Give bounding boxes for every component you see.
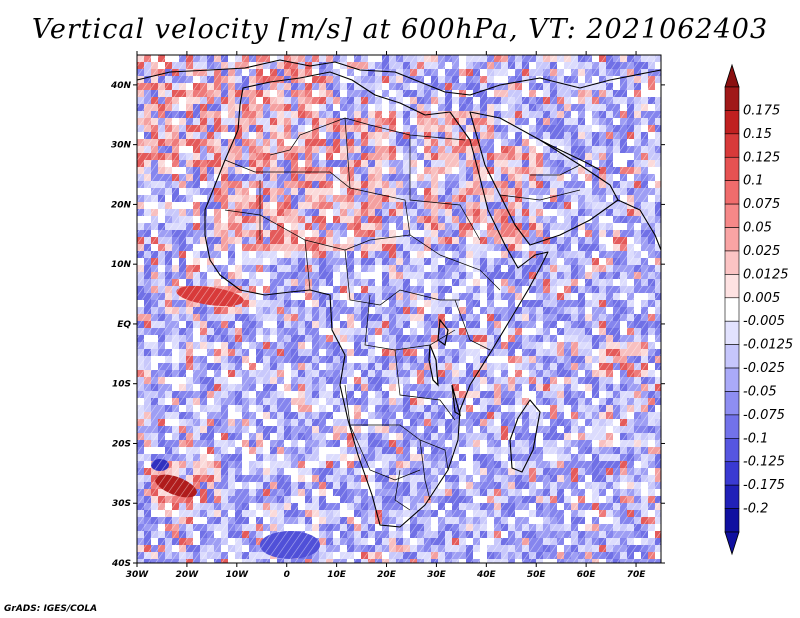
- colorbar-bottom-arrow: [724, 531, 740, 556]
- colorbar-swatch: [724, 461, 740, 486]
- colorbar-label: -0.025: [743, 361, 785, 376]
- lon-tick-label: 10W: [226, 570, 250, 580]
- lon-tick-label: 30W: [126, 570, 150, 580]
- plot-frame: [136, 54, 662, 564]
- colorbar-top-arrow: [724, 63, 740, 88]
- colorbar-swatch: [724, 156, 740, 181]
- colorbar-label: -0.2: [743, 502, 768, 517]
- colorbar-label: -0.005: [743, 314, 785, 329]
- lon-tick-label: 30E: [427, 570, 447, 580]
- lat-tick-label: EQ: [117, 320, 131, 330]
- persian-gulf: [539, 139, 601, 171]
- colorbar-swatch: [724, 414, 740, 439]
- chart-title: Vertical velocity [m/s] at 600hPa, VT: 2…: [31, 14, 769, 45]
- colorbar-label: -0.125: [743, 455, 785, 470]
- lon-tick-label: 10E: [327, 570, 347, 580]
- colorbar-label: 0.15: [743, 127, 772, 142]
- colorbar-swatch: [724, 133, 740, 158]
- colorbar-swatch: [724, 391, 740, 416]
- colorbar-label: -0.0125: [743, 338, 793, 353]
- lon-tick-label: 20W: [176, 570, 200, 580]
- colorbar-label: 0.005: [743, 291, 780, 306]
- credit-text: GrADS: IGES/COLA: [4, 604, 98, 614]
- colorbar-label: -0.175: [743, 478, 785, 493]
- colorbar-label: 0.175: [743, 103, 780, 118]
- lat-tick-label: 10S: [112, 380, 131, 390]
- colorbar: 0.175 0.15 0.125 0.1 0.075 0.05 0.025 0.0125 0.0…: [724, 63, 793, 556]
- lon-tick-label: 0: [284, 570, 290, 580]
- lat-tick-label: 30N: [111, 141, 132, 151]
- madagascar-coastline: [509, 399, 541, 473]
- lat-tick-label: 20N: [111, 200, 132, 210]
- colorbar-label: 0.125: [743, 150, 780, 165]
- colorbar-swatch: [724, 203, 740, 228]
- lon-tick-label: 50E: [527, 570, 547, 580]
- lat-tick-label: 40S: [111, 559, 131, 569]
- lat-tick-label: 40N: [110, 81, 132, 91]
- europe-coastline: [136, 59, 662, 96]
- colorbar-swatch: [724, 344, 740, 369]
- coastlines: [136, 59, 662, 528]
- colorbar-label: -0.1: [743, 431, 768, 446]
- lon-tick-label: 20E: [377, 570, 397, 580]
- colorbar-swatch: [724, 86, 740, 111]
- colorbar-swatch: [724, 110, 740, 135]
- colorbar-swatch: [724, 438, 740, 463]
- lon-tick-label: 70E: [627, 570, 647, 580]
- longitude-axis: 30W 20W 10W 0 10E 20E 30E 40E 50E 60E 70E: [126, 51, 646, 580]
- asia-coastline: [617, 199, 662, 251]
- field-texture: [137, 55, 661, 563]
- colorbar-swatch: [724, 320, 740, 345]
- lat-tick-label: 30S: [112, 499, 131, 509]
- colorbar-label: -0.05: [743, 384, 777, 399]
- colorbar-label: 0.025: [743, 244, 780, 259]
- colorbar-label: 0.1: [743, 174, 764, 189]
- colorbar-swatch: [724, 227, 740, 252]
- colorbar-label: -0.075: [743, 408, 785, 423]
- lat-tick-label: 20S: [112, 439, 131, 449]
- lakes: [428, 318, 461, 417]
- lon-tick-label: 40E: [476, 570, 497, 580]
- lat-tick-label: 10N: [111, 260, 132, 270]
- colorbar-swatch: [724, 274, 740, 299]
- colorbar-swatch: [724, 484, 740, 509]
- colorbar-swatch: [724, 180, 740, 205]
- lon-tick-label: 60E: [577, 570, 597, 580]
- colorbar-swatch: [724, 297, 740, 322]
- colorbar-swatch: [724, 508, 740, 533]
- colorbar-swatch: [724, 250, 740, 275]
- country-borders: [224, 117, 581, 511]
- colorbar-label: 0.05: [743, 221, 772, 236]
- colorbar-label: 0.0125: [743, 267, 789, 282]
- latitude-axis: 40N 30N 20N 10N EQ 10S 20S 30S 40S: [110, 81, 665, 569]
- colorbar-label: 0.075: [743, 197, 780, 212]
- colorbar-swatch: [724, 367, 740, 392]
